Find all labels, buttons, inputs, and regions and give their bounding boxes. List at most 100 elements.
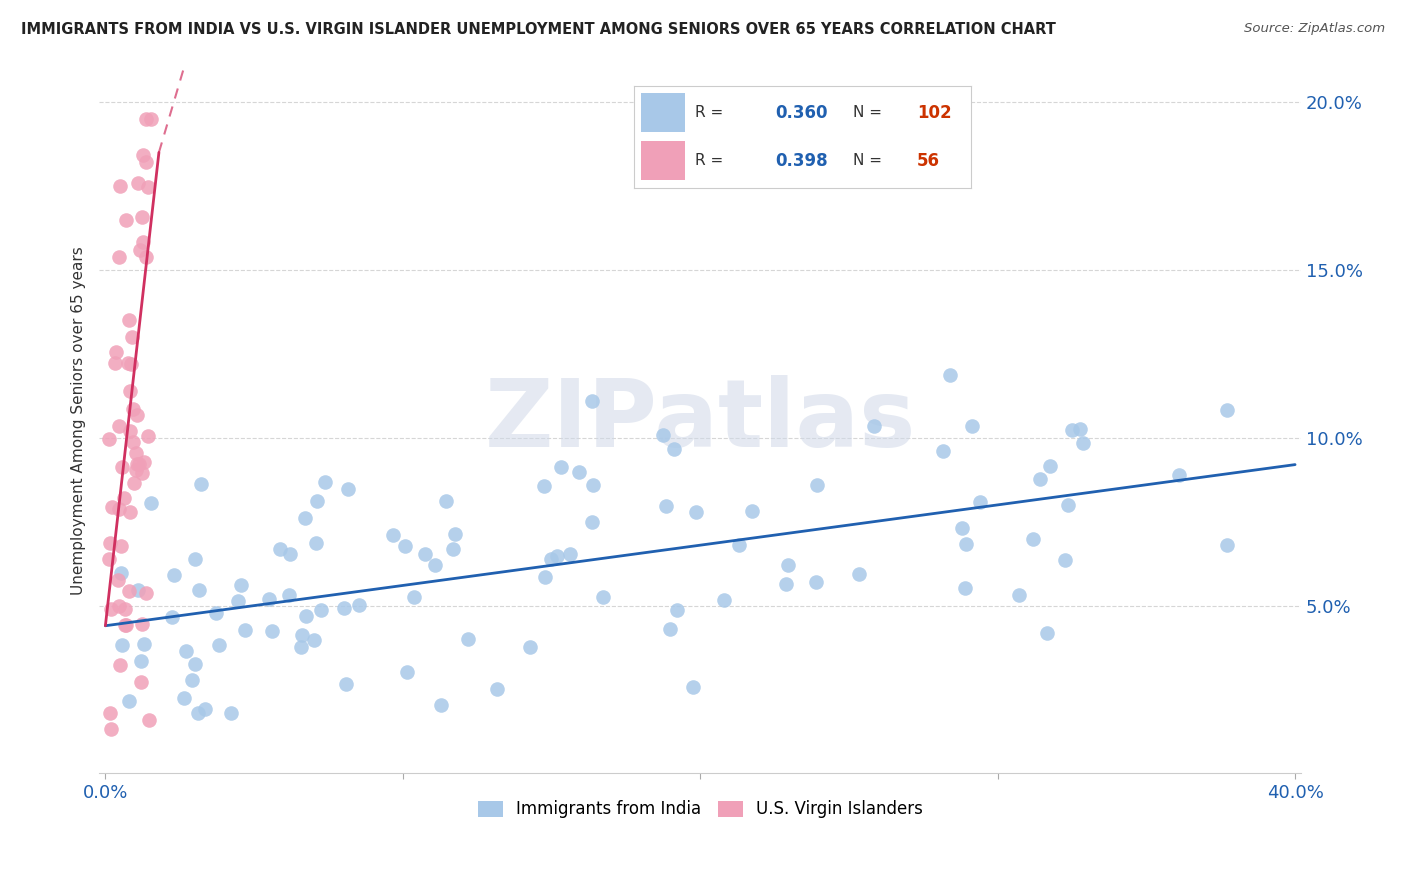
Point	[114, 618, 136, 632]
Point	[381, 528, 404, 542]
Point	[180, 673, 202, 687]
Point	[120, 357, 142, 371]
Point	[534, 569, 557, 583]
Point	[111, 638, 134, 652]
Point	[110, 566, 132, 580]
Point	[307, 494, 329, 508]
Point	[104, 356, 127, 370]
Point	[121, 435, 143, 450]
Point	[568, 466, 591, 480]
Point	[1053, 552, 1076, 566]
Point	[127, 408, 149, 422]
Point	[122, 475, 145, 490]
Point	[114, 618, 136, 632]
Point	[174, 643, 197, 657]
Point	[194, 701, 217, 715]
Point	[394, 539, 416, 553]
Point	[592, 591, 614, 605]
Point	[1036, 625, 1059, 640]
Point	[125, 457, 148, 471]
Point	[108, 250, 131, 264]
Point	[98, 536, 121, 550]
Point	[135, 155, 157, 169]
Point	[118, 506, 141, 520]
Point	[654, 499, 676, 513]
Point	[457, 632, 479, 646]
Point	[260, 624, 283, 639]
Point	[939, 368, 962, 382]
Point	[806, 575, 828, 590]
Point	[235, 623, 257, 637]
Point	[121, 330, 143, 344]
Point	[741, 504, 763, 518]
Point	[188, 582, 211, 597]
Point	[775, 577, 797, 591]
Point	[581, 393, 603, 408]
Point	[665, 602, 688, 616]
Point	[187, 706, 209, 720]
Point	[101, 500, 124, 514]
Point	[848, 567, 870, 582]
Point	[131, 617, 153, 632]
Point	[104, 345, 127, 359]
Point	[173, 690, 195, 705]
Point	[118, 584, 141, 599]
Point	[533, 479, 555, 493]
Point	[290, 640, 312, 654]
Point	[100, 723, 122, 737]
Point	[110, 179, 132, 194]
Point	[108, 657, 131, 672]
Point	[204, 606, 226, 620]
Point	[1008, 588, 1031, 602]
Point	[519, 640, 541, 654]
Point	[131, 466, 153, 480]
Point	[404, 590, 426, 604]
Point	[294, 510, 316, 524]
Point	[162, 568, 184, 582]
Point	[135, 586, 157, 600]
Point	[685, 505, 707, 519]
Point	[121, 402, 143, 417]
Point	[546, 549, 568, 563]
Point	[97, 552, 120, 566]
Point	[309, 602, 332, 616]
Point	[136, 180, 159, 194]
Point	[112, 491, 135, 505]
Point	[107, 501, 129, 516]
Point	[100, 602, 122, 616]
Point	[1215, 403, 1237, 417]
Point	[127, 583, 149, 598]
Point	[257, 591, 280, 606]
Text: Source: ZipAtlas.com: Source: ZipAtlas.com	[1244, 22, 1385, 36]
Point	[183, 657, 205, 672]
Point	[278, 547, 301, 561]
Point	[955, 581, 977, 595]
Point	[138, 713, 160, 727]
Point	[1029, 472, 1052, 486]
Point	[110, 539, 132, 553]
Point	[134, 455, 156, 469]
Point	[396, 665, 419, 680]
Point	[125, 463, 148, 477]
Point	[423, 558, 446, 573]
Point	[1021, 532, 1043, 546]
Point	[226, 594, 249, 608]
Point	[581, 515, 603, 529]
Point	[97, 432, 120, 446]
Point	[314, 475, 336, 489]
Point	[129, 243, 152, 257]
Point	[960, 419, 983, 434]
Point	[950, 521, 973, 535]
Point	[1039, 458, 1062, 473]
Point	[131, 674, 153, 689]
Point	[139, 112, 162, 126]
Point	[1062, 423, 1084, 437]
Point	[131, 210, 153, 224]
Point	[115, 212, 138, 227]
Point	[333, 601, 356, 615]
Point	[118, 384, 141, 399]
Point	[582, 477, 605, 491]
Point	[294, 609, 316, 624]
Point	[862, 419, 884, 434]
Point	[129, 654, 152, 668]
